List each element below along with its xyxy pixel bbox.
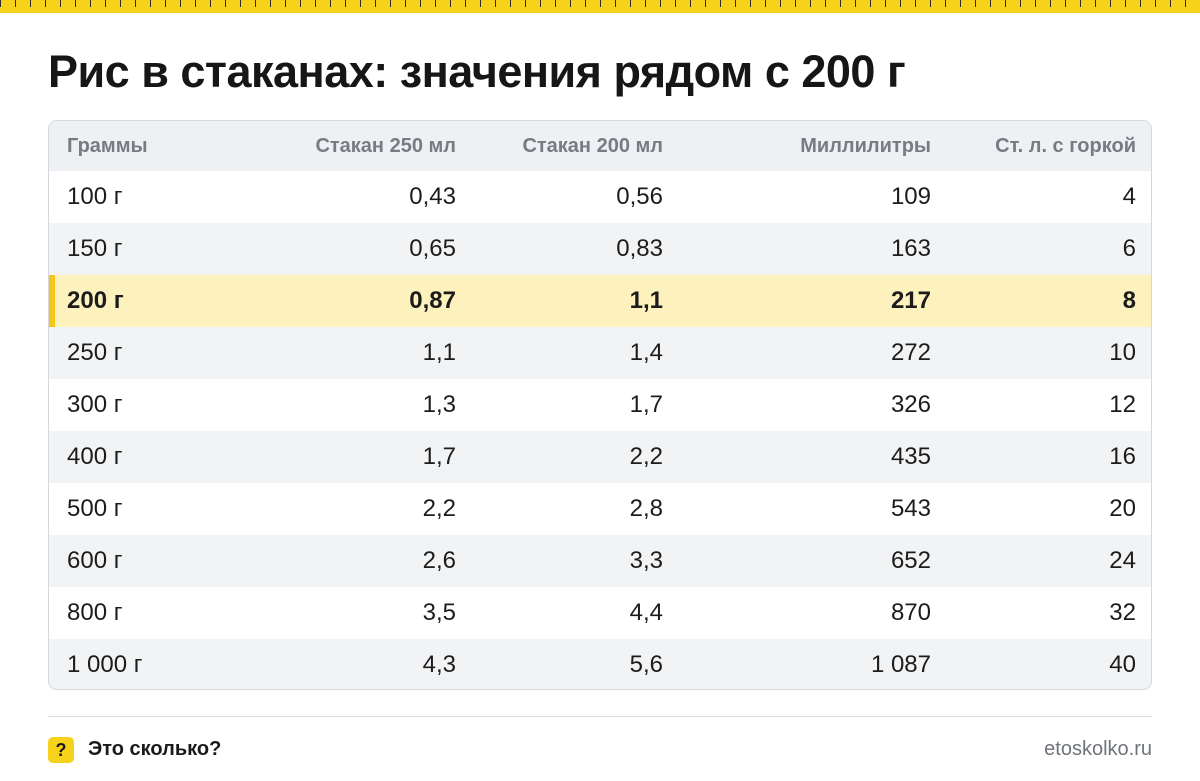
cell-grams: 250 г: [49, 327, 259, 379]
header-cup-250: Стакан 250 мл: [315, 134, 456, 157]
cell-cup-200: 2,8: [629, 495, 663, 522]
cell-tablespoons: 6: [931, 223, 1151, 275]
cell-milliliters: 435: [663, 431, 931, 483]
cell-grams: 150 г: [49, 223, 259, 275]
conversion-table: Граммы Стакан 250 мл Стакан 200 мл Милли…: [49, 121, 1151, 689]
header-milliliters: Миллилитры: [800, 134, 931, 157]
table-header-row: Граммы Стакан 250 мл Стакан 200 мл Милли…: [49, 121, 1151, 171]
header-tablespoons: Ст. л. с горкой: [995, 134, 1136, 157]
cell-cup-250: 3,5: [422, 599, 456, 626]
header-grams: Граммы: [67, 134, 148, 157]
table-row: 100 г 0,43 0,56 109 4: [49, 171, 1151, 223]
conversion-table-card: Граммы Стакан 250 мл Стакан 200 мл Милли…: [48, 120, 1152, 690]
cell-cup-200: 2,2: [456, 431, 663, 483]
header-cup-200: Стакан 200 мл: [522, 134, 663, 157]
cell-tablespoons: 20: [1109, 495, 1136, 522]
cell-milliliters: 109: [890, 183, 931, 210]
cell-milliliters: 163: [663, 223, 931, 275]
cell-milliliters: 870: [890, 599, 931, 626]
cell-tablespoons: 4: [1122, 183, 1136, 210]
cell-tablespoons: 40: [931, 639, 1151, 689]
cell-grams: 100 г: [67, 183, 123, 210]
table-row: 800 г 3,5 4,4 870 32: [49, 587, 1151, 639]
cell-cup-250: 1,1: [259, 327, 456, 379]
table-row-highlighted: 200 г 0,87 1,1 217 8: [49, 275, 1151, 327]
cell-cup-250: 1,7: [259, 431, 456, 483]
footer-divider: [48, 716, 1152, 717]
table-row: 150 г 0,65 0,83 163 6: [49, 223, 1151, 275]
cell-grams: 500 г: [67, 495, 123, 522]
footer-site: etoskolko.ru: [1044, 738, 1152, 760]
table-row: 1 000 г 4,3 5,6 1 087 40: [49, 639, 1151, 689]
cell-tablespoons: 10: [931, 327, 1151, 379]
cell-cup-250: 2,2: [422, 495, 456, 522]
cell-tablespoons: 8: [931, 275, 1151, 327]
table-row: 600 г 2,6 3,3 652 24: [49, 535, 1151, 587]
question-badge-icon: ?: [48, 737, 74, 763]
cell-cup-200: 1,1: [456, 275, 663, 327]
footer-brand: Это сколько?: [88, 738, 222, 760]
cell-grams: 600 г: [49, 535, 259, 587]
ruler-strip: [0, 0, 1200, 13]
cell-milliliters: 217: [663, 275, 931, 327]
cell-cup-200: 0,83: [456, 223, 663, 275]
cell-cup-200: 0,56: [616, 183, 663, 210]
table-row: 400 г 1,7 2,2 435 16: [49, 431, 1151, 483]
cell-grams: 300 г: [67, 391, 123, 418]
cell-milliliters: 326: [890, 391, 931, 418]
cell-grams: 200 г: [49, 275, 259, 327]
cell-milliliters: 1 087: [663, 639, 931, 689]
cell-cup-250: 4,3: [259, 639, 456, 689]
cell-tablespoons: 12: [1109, 391, 1136, 418]
cell-cup-200: 1,7: [629, 391, 663, 418]
cell-cup-200: 5,6: [456, 639, 663, 689]
cell-grams: 800 г: [67, 599, 123, 626]
cell-grams: 1 000 г: [49, 639, 259, 689]
cell-cup-250: 1,3: [422, 391, 456, 418]
table-row: 300 г 1,3 1,7 326 12: [49, 379, 1151, 431]
cell-grams: 400 г: [49, 431, 259, 483]
cell-tablespoons: 24: [931, 535, 1151, 587]
cell-cup-250: 0,87: [259, 275, 456, 327]
cell-milliliters: 652: [663, 535, 931, 587]
cell-milliliters: 543: [890, 495, 931, 522]
cell-tablespoons: 16: [931, 431, 1151, 483]
cell-tablespoons: 32: [1109, 599, 1136, 626]
table-row: 500 г 2,2 2,8 543 20: [49, 483, 1151, 535]
cell-cup-200: 1,4: [456, 327, 663, 379]
cell-cup-250: 2,6: [259, 535, 456, 587]
cell-milliliters: 272: [663, 327, 931, 379]
table-row: 250 г 1,1 1,4 272 10: [49, 327, 1151, 379]
page-title: Рис в стаканах: значения рядом с 200 г: [48, 46, 906, 97]
cell-cup-250: 0,43: [409, 183, 456, 210]
cell-cup-200: 4,4: [629, 599, 663, 626]
cell-cup-250: 0,65: [259, 223, 456, 275]
cell-cup-200: 3,3: [456, 535, 663, 587]
